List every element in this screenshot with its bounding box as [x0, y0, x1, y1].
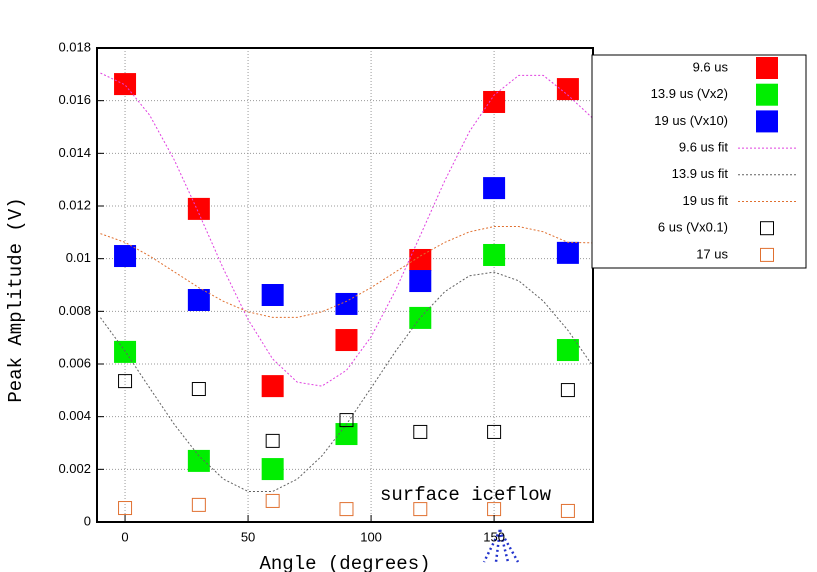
y-axis-label: Peak Amplitude (V)	[5, 197, 27, 402]
marker	[556, 241, 579, 264]
y-tick-label: 0.014	[58, 145, 91, 160]
marker	[187, 289, 210, 312]
fit-line	[100, 226, 593, 318]
marker	[261, 375, 284, 398]
open-marker	[560, 383, 575, 398]
marker	[261, 284, 284, 307]
y-tick-label: 0	[84, 513, 91, 528]
marker	[556, 339, 579, 362]
marker	[114, 245, 137, 268]
y-tick-label: 0.008	[58, 303, 91, 318]
y-tick-label: 0.016	[58, 92, 91, 107]
open-marker	[118, 374, 133, 389]
marker	[756, 57, 778, 79]
marker	[483, 90, 506, 113]
marker	[335, 292, 358, 315]
open-marker	[191, 382, 206, 397]
y-tick-label: 0.018	[58, 39, 91, 54]
grid	[97, 47, 593, 523]
marker	[409, 270, 432, 293]
x-tick-label: 50	[241, 529, 255, 544]
open-marker	[760, 221, 774, 236]
fit-line	[100, 72, 593, 387]
marker	[756, 83, 778, 106]
plot-area	[100, 72, 593, 518]
open-marker	[760, 247, 774, 262]
marker	[409, 306, 432, 329]
legend-label: 6 us (Vx0.1)	[658, 220, 728, 235]
y-tick-label: 0.004	[58, 408, 91, 423]
legend-label: 19 us (Vx10)	[654, 113, 728, 128]
open-marker	[265, 493, 280, 508]
x-tick-label: 0	[121, 529, 128, 544]
legend-label: 9.6 us	[693, 59, 729, 74]
open-marker	[339, 413, 354, 428]
x-axis-label: Angle (degrees)	[259, 553, 430, 572]
marker	[187, 449, 210, 472]
marker	[483, 243, 506, 266]
y-tick-label: 0.002	[58, 461, 91, 476]
open-marker	[413, 502, 428, 517]
legend-label: 19 us fit	[682, 193, 728, 208]
y-tick-label: 0.006	[58, 355, 91, 370]
plot-border	[96, 47, 594, 523]
open-marker	[265, 433, 280, 448]
marker	[114, 340, 137, 363]
x-tick-label: 100	[360, 529, 382, 544]
marker	[409, 248, 432, 271]
y-tick-label: 0.012	[58, 197, 91, 212]
open-marker	[560, 503, 575, 518]
open-marker	[118, 501, 133, 516]
marker	[335, 423, 358, 446]
marker	[335, 329, 358, 352]
marker	[187, 197, 210, 220]
marker	[261, 458, 284, 481]
fit-line	[100, 271, 593, 492]
legend-label: 17 us	[696, 246, 728, 261]
legend: 9.6 us 13.9 us (Vx2) 19 us (Vx10) 9.6 us fi…	[651, 57, 797, 262]
legend-label: 13.9 us (Vx2)	[651, 86, 728, 101]
legend-label: 13.9 us fit	[672, 166, 729, 181]
marker	[114, 73, 137, 96]
open-marker	[339, 502, 354, 517]
marker	[483, 177, 506, 200]
x-tick-label: 150	[483, 529, 505, 544]
y-tick-label: 0.01	[66, 250, 91, 265]
annotation-arrow	[482, 529, 520, 563]
legend-label: 9.6 us fit	[679, 140, 729, 155]
marker	[756, 110, 778, 133]
open-marker	[413, 424, 428, 439]
open-marker	[487, 424, 502, 439]
marker	[556, 78, 579, 101]
annotation: surface iceflow	[380, 484, 552, 506]
open-marker	[191, 497, 206, 512]
